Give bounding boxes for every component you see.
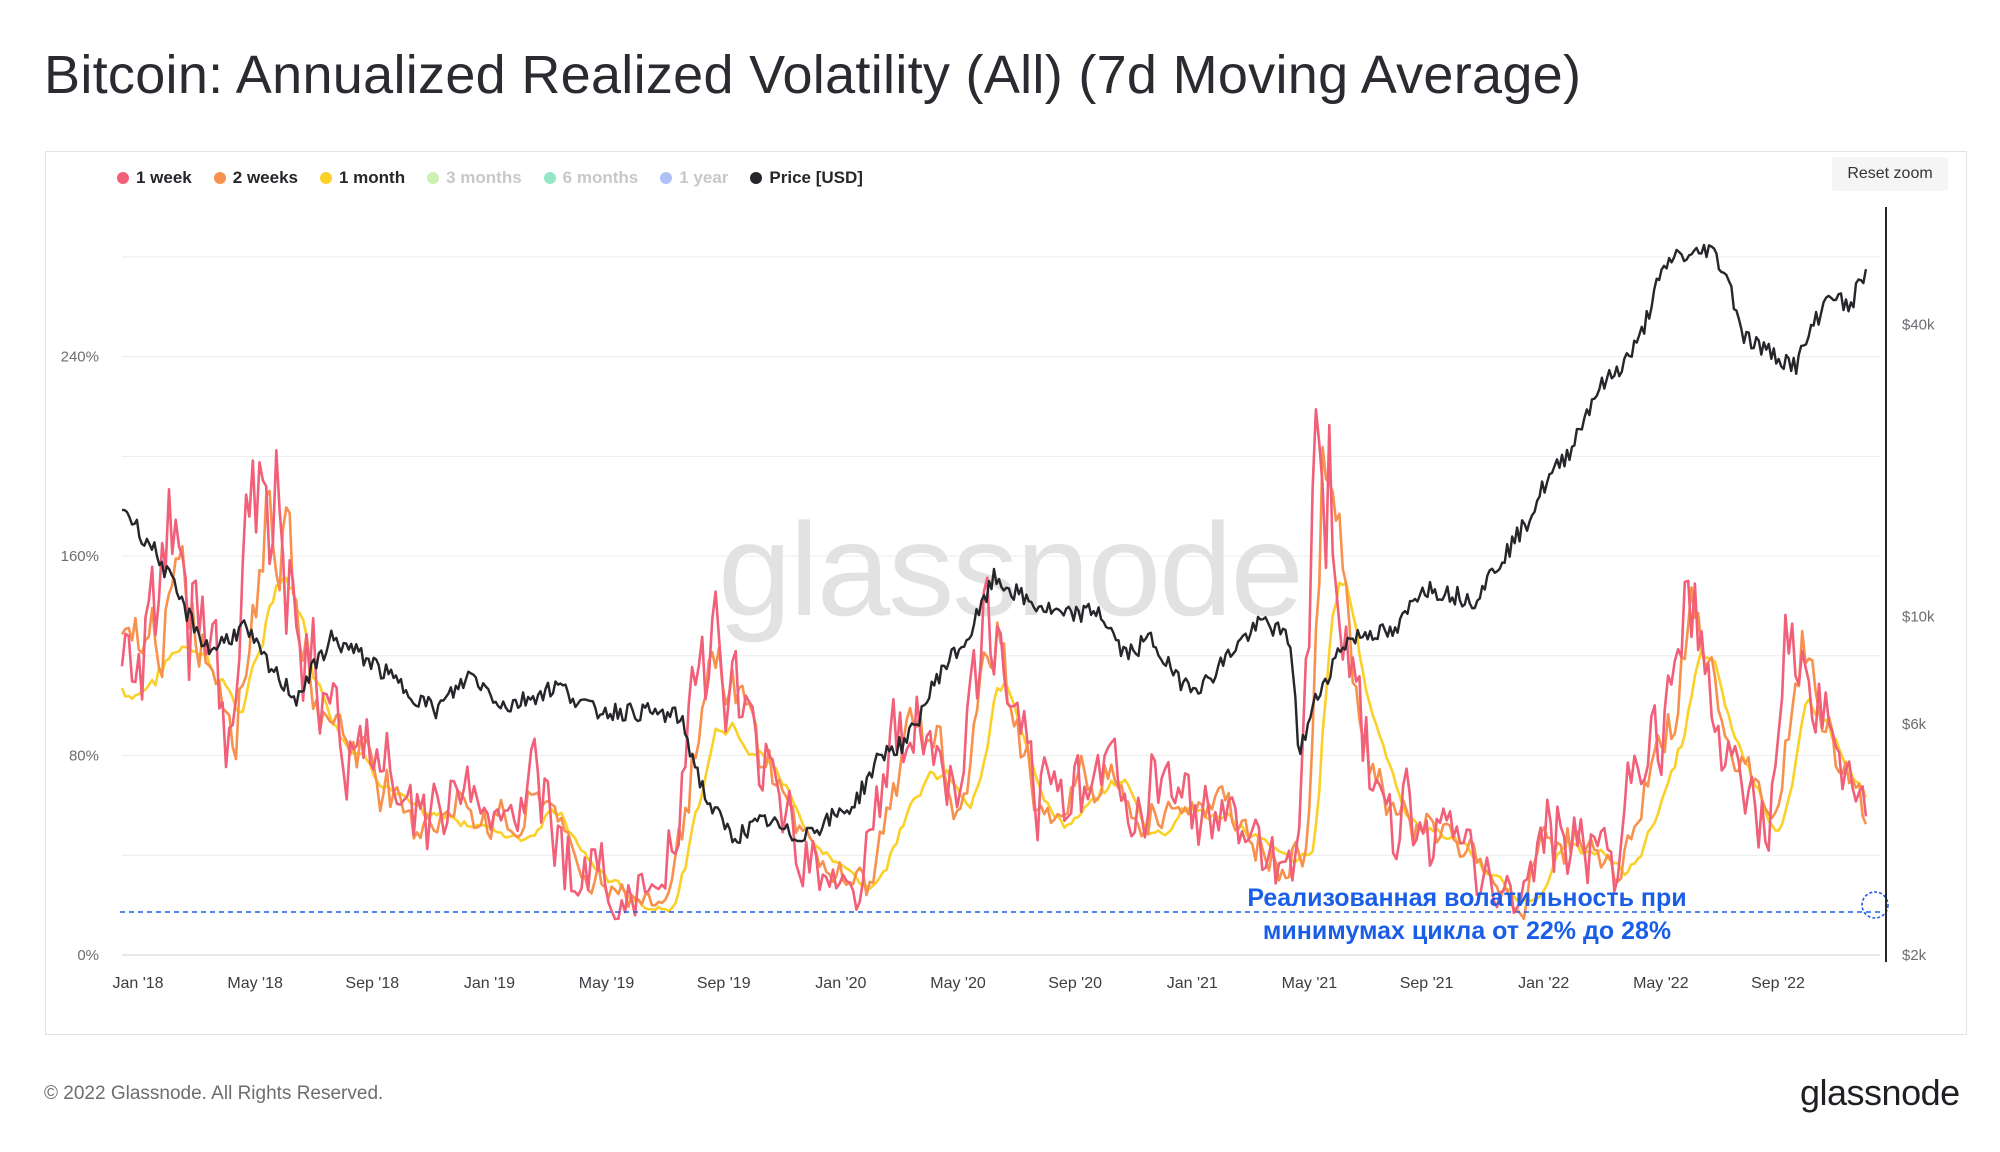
y-right-tick-label: $40k [1902,317,1935,334]
series-price [121,243,1868,844]
legend-dot [427,172,440,184]
reset-zoom-button[interactable]: Reset zoom [1832,157,1948,191]
x-tick-label: Jan '19 [464,975,515,992]
y-right-tick-label: $2k [1902,947,1927,964]
legend-label: 1 week [136,168,192,187]
x-tick-label: Sep '22 [1751,975,1805,992]
y-left-tick-label: 240% [61,349,99,366]
current-value-marker [1861,891,1889,919]
grid-lines [122,256,1880,956]
legend-dot [117,172,129,184]
annotation-line-1: Реализованная волатильность при [1247,884,1686,912]
legend-dot [660,172,673,184]
footer-logo: glassnode [1800,1072,1960,1113]
legend-dot [213,172,226,184]
legend-item-1-week[interactable]: 1 week [117,168,192,188]
legend-item-3-months[interactable]: 3 months [427,168,522,188]
legend-label: 2 weeks [232,168,298,187]
y-left-tick-label: 80% [69,748,99,765]
series-layer [120,243,1868,921]
x-tick-label: Jan '22 [1518,975,1569,992]
y-right-tick-label: $10k [1902,608,1935,625]
legend-item-6-months[interactable]: 6 months [543,168,639,188]
chart-title: Bitcoin: Annualized Realized Volatility … [44,45,1582,105]
x-tick-label: Jan '20 [815,975,866,992]
legend-dot [750,172,763,184]
x-tick-label: Jan '21 [1167,975,1218,992]
x-tick-label: Jan '18 [112,975,163,992]
series-1-week [120,408,1868,921]
x-tick-label: May '21 [1282,975,1338,992]
x-tick-label: Sep '19 [697,975,751,992]
legend-item-2-weeks[interactable]: 2 weeks [213,168,298,188]
legend-label: Price [USD] [769,168,863,187]
footer-copyright: © 2022 Glassnode. All Rights Reserved. [44,1083,384,1104]
y-left-tick-label: 160% [61,548,99,565]
legend-label: 1 year [679,168,729,187]
x-tick-label: May '22 [1633,975,1689,992]
legend-item-price[interactable]: Price [USD] [750,168,863,188]
y-left-tick-label: 0% [77,947,99,964]
legend-label: 6 months [562,168,639,187]
x-tick-label: Sep '20 [1048,975,1102,992]
watermark: glassnode [718,496,1302,643]
chart-frame [45,151,1967,1035]
x-tick-label: Sep '21 [1400,975,1454,992]
x-tick-label: May '18 [227,975,283,992]
legend-item-1-month[interactable]: 1 month [320,168,405,188]
legend-dot [543,172,556,184]
x-tick-label: May '20 [930,975,986,992]
legend-label: 1 month [339,168,406,187]
legend-label: 3 months [446,168,522,187]
annotation-line-2: минимумах цикла от 22% до 28% [1263,917,1671,945]
x-tick-label: Sep '18 [345,975,399,992]
legend: 1 week 2 weeks 1 month 3 months 6 months… [117,168,885,188]
y-right-tick-label: $6k [1902,716,1927,733]
legend-dot [320,172,332,184]
axis-labels: 0% 80% 160% 240% $2k $6k $10k $40k Jan '18 May '1… [61,317,1935,992]
x-tick-label: May '19 [579,975,635,992]
legend-item-1-year[interactable]: 1 year [660,168,728,188]
